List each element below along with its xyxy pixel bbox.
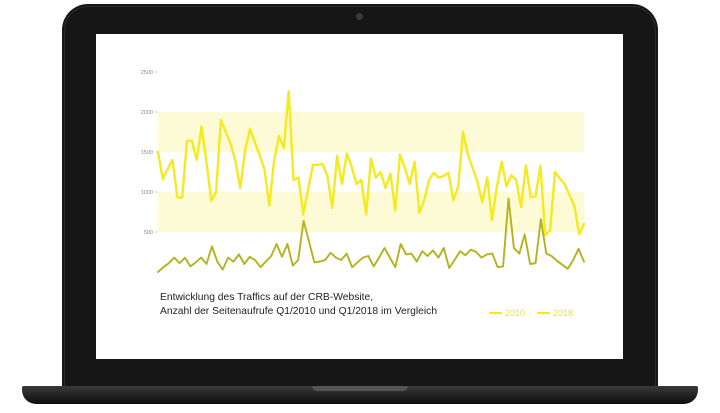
laptop-base bbox=[22, 386, 698, 404]
legend-swatch-2018 bbox=[537, 312, 551, 314]
legend-item-2010: 2010 bbox=[489, 308, 525, 318]
series-line-2010 bbox=[157, 197, 585, 273]
legend-label-2018: 2018 bbox=[553, 308, 574, 318]
legend-swatch-2010 bbox=[489, 312, 502, 314]
series-line-2018 bbox=[156, 90, 586, 237]
legend-item-2018: 2018 bbox=[537, 308, 573, 318]
y-tick-label-1: 2000 bbox=[141, 110, 153, 116]
chart-caption: Entwicklung des Traffics auf der CRB-Web… bbox=[160, 291, 480, 319]
chart-band-0 bbox=[158, 112, 584, 152]
laptop-screen: 2500 2000 1500 1000 500 Entwicklung des Traf… bbox=[96, 34, 623, 359]
webcam-icon bbox=[356, 13, 363, 20]
caption-line-2: Anzahl der Seitenaufrufe Q1/2010 und Q1/… bbox=[160, 306, 438, 317]
y-tick-label-3: 1000 bbox=[141, 190, 153, 196]
y-tick-label-2: 1500 bbox=[141, 150, 153, 156]
chart-legend: 2010 2018 bbox=[489, 308, 573, 318]
laptop-base-notch bbox=[312, 386, 408, 391]
caption-line-1: Entwicklung des Traffics auf der CRB-Web… bbox=[160, 292, 374, 303]
traffic-line-chart: 2500 2000 1500 1000 500 bbox=[141, 70, 586, 273]
y-tick-label-4: 500 bbox=[144, 230, 153, 236]
legend-label-2010: 2010 bbox=[505, 308, 526, 318]
chart-band-1 bbox=[158, 192, 584, 232]
y-tick-label-0: 2500 bbox=[141, 70, 153, 76]
